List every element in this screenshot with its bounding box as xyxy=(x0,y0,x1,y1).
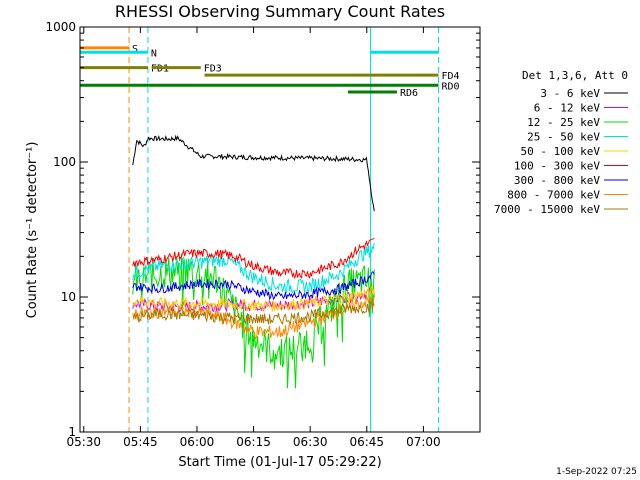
x-axis-label: Start Time (01-Jul-17 05:29:22) xyxy=(178,455,381,470)
chart-title: RHESSI Observing Summary Count Rates xyxy=(115,2,445,21)
observing-bar-label-4: FD3 xyxy=(204,64,222,75)
series-line-2 xyxy=(132,253,375,389)
series-line-8 xyxy=(132,300,375,326)
legend-label-5: 100 - 300 keV xyxy=(514,160,600,173)
y-tick-label-3: 1000 xyxy=(45,20,76,34)
observing-bar-label-0: S xyxy=(132,44,138,55)
plot-frame xyxy=(79,26,481,433)
x-tick-label-2: 06:00 xyxy=(180,435,215,449)
x-tick-label-4: 06:30 xyxy=(293,435,328,449)
legend-label-3: 25 - 50 keV xyxy=(527,131,600,144)
observing-bar-label-1: N xyxy=(151,48,157,59)
legend-label-6: 300 - 800 keV xyxy=(514,174,600,187)
series-line-5 xyxy=(132,237,375,279)
legend-label-8: 7000 - 15000 keV xyxy=(494,203,600,216)
legend-label-1: 6 - 12 keV xyxy=(534,102,601,115)
observing-bar-label-5: FD4 xyxy=(441,71,459,82)
x-tick-label-1: 05:45 xyxy=(123,435,158,449)
y-tick-label-0: 1 xyxy=(68,425,76,439)
plot-area: SNFD1FD3FD4RD0RD6 xyxy=(79,27,460,432)
y-axis-label: Count Rate (s⁻¹ detector⁻¹) xyxy=(25,142,40,319)
x-tick-label-0: 05:30 xyxy=(66,435,101,449)
series-line-6 xyxy=(132,271,375,301)
footer-date: 1-Sep-2022 07:25 xyxy=(556,467,637,477)
legend-label-2: 12 - 25 keV xyxy=(527,116,600,129)
x-tick-label-6: 07:00 xyxy=(406,435,441,449)
observing-bar-label-6: RD0 xyxy=(441,81,459,92)
legend-label-0: 3 - 6 keV xyxy=(540,87,600,100)
axis-ticks: 05:30 05:45 06:00 06:15 06:30 06:45 07:00 1 10 10… xyxy=(45,20,480,449)
series-line-4 xyxy=(132,285,375,312)
legend-label-7: 800 - 7000 keV xyxy=(507,189,600,202)
series-line-3 xyxy=(132,242,375,294)
legend-label-4: 50 - 100 keV xyxy=(521,145,601,158)
x-tick-label-5: 06:45 xyxy=(349,435,384,449)
observing-bar-label-7: RD6 xyxy=(400,88,418,99)
y-tick-label-2: 100 xyxy=(53,155,76,169)
y-tick-label-1: 10 xyxy=(61,290,76,304)
legend-title: Det 1,3,6, Att 0 xyxy=(522,69,628,82)
series-line-0 xyxy=(132,134,375,212)
x-tick-label-3: 06:15 xyxy=(236,435,271,449)
